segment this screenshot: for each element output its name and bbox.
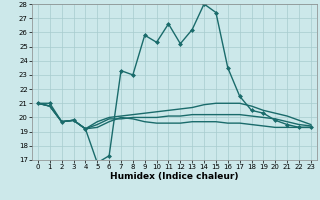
X-axis label: Humidex (Indice chaleur): Humidex (Indice chaleur) xyxy=(110,172,239,181)
